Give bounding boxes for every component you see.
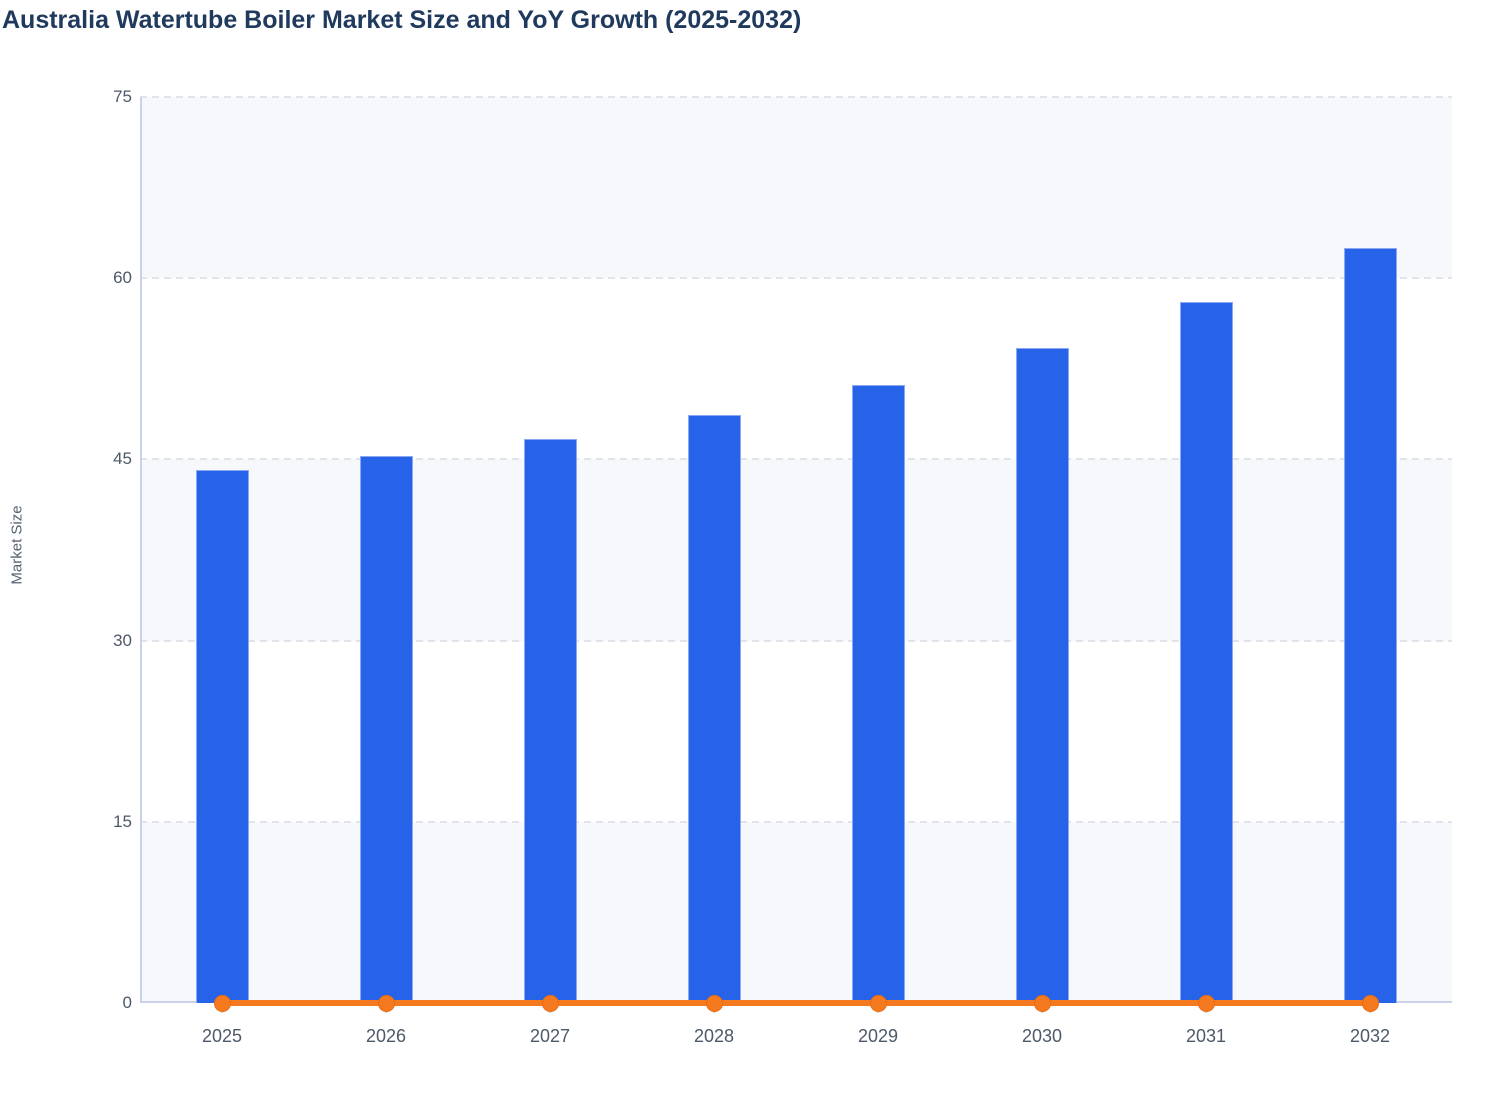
gridline [140, 820, 1452, 823]
plot-band [140, 821, 1452, 1003]
gridline [140, 458, 1452, 461]
chart-title: Australia Watertube Boiler Market Size a… [2, 6, 802, 34]
yoy-growth-marker-2029[interactable] [869, 994, 887, 1012]
x-axis-tick-label: 2031 [1185, 1026, 1227, 1046]
yoy-growth-marker-2028[interactable] [705, 994, 723, 1012]
x-axis-tick-label: 2025 [201, 1026, 243, 1046]
yoy-growth-marker-2031[interactable] [1197, 994, 1215, 1012]
plot-band [140, 97, 1452, 279]
yoy-growth-marker-2025[interactable] [213, 994, 231, 1012]
bar-2025[interactable] [195, 470, 249, 1003]
bar-2031[interactable] [1179, 302, 1233, 1003]
plot-band [140, 459, 1452, 641]
y-axis-tick-label: 60 [113, 268, 132, 288]
bar-2027[interactable] [523, 438, 577, 1003]
x-axis-tick-label: 2027 [529, 1026, 571, 1046]
y-axis-title: Market Size [8, 505, 26, 585]
gridline [140, 277, 1452, 280]
y-axis-tick-label: 15 [113, 811, 132, 831]
yoy-growth-marker-2027[interactable] [541, 994, 559, 1012]
x-axis-tick-label: 2032 [1349, 1026, 1391, 1046]
bar-2032[interactable] [1343, 248, 1397, 1003]
bar-2029[interactable] [851, 384, 905, 1003]
yoy-growth-marker-2026[interactable] [377, 994, 395, 1012]
x-axis-tick-label: 2026 [365, 1026, 407, 1046]
y-axis-tick-label: 45 [113, 449, 132, 469]
gridline [140, 639, 1452, 642]
x-axis-tick-label: 2028 [693, 1026, 735, 1046]
y-axis-line [140, 97, 142, 1003]
yoy-growth-marker-2032[interactable] [1361, 994, 1379, 1012]
gridline [140, 96, 1452, 98]
x-axis-tick-label: 2029 [857, 1026, 899, 1046]
y-axis-tick-label: 75 [113, 87, 132, 106]
bar-2030[interactable] [1015, 348, 1069, 1003]
yoy-growth-line [222, 1000, 1370, 1006]
plot-area [140, 96, 1452, 1012]
y-axis-tick-label: 30 [113, 630, 132, 650]
bar-2026[interactable] [359, 455, 413, 1003]
x-axis-tick-label: 2030 [1021, 1026, 1063, 1046]
yoy-growth-marker-2030[interactable] [1033, 994, 1051, 1012]
bar-2028[interactable] [687, 414, 741, 1003]
y-axis-tick-label: 0 [122, 993, 132, 1012]
